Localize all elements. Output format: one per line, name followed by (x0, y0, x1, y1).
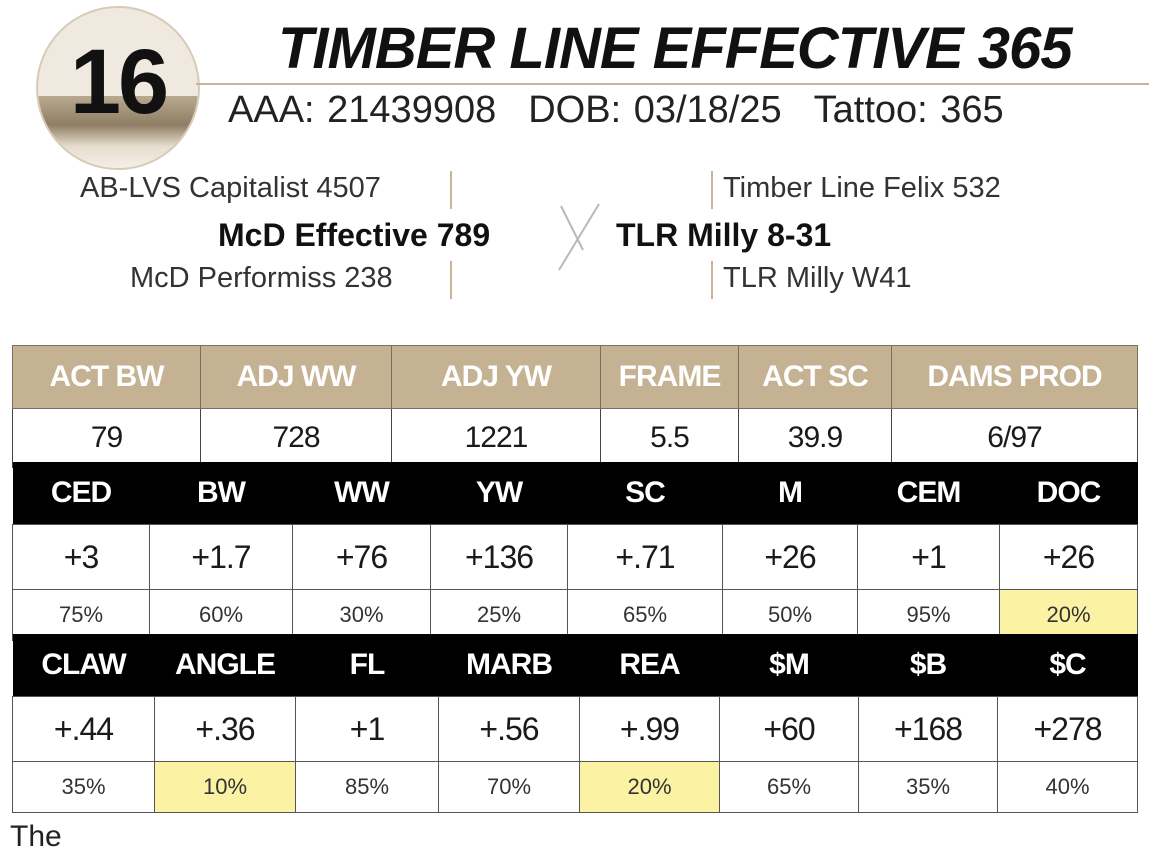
epd-header-row: CED BW WW YW SC M CEM DOC (12, 462, 1138, 525)
header-cell: MARB (438, 634, 580, 697)
pedigree-bracket (711, 261, 713, 299)
value-cell: +1 (295, 696, 439, 762)
value-cell: +.71 (567, 524, 723, 590)
epd-table-2: CLAW ANGLE FL MARB REA $M $B $C +.44 +.3… (12, 634, 1138, 813)
value-cell: +136 (430, 524, 568, 590)
header-cell: ANGLE (154, 634, 296, 697)
header-cell: WW (292, 462, 431, 525)
header-cell: $B (858, 634, 998, 697)
epd-percentile-row: 35% 10% 85% 70% 20% 65% 35% 40% (12, 761, 1138, 813)
tattoo: Tattoo: 365 (813, 89, 1004, 131)
percentile-cell-highlighted: 10% (154, 761, 296, 813)
epd-value-row: +3 +1.7 +76 +136 +.71 +26 +1 +26 (12, 524, 1138, 590)
value-cell: +60 (719, 696, 859, 762)
percentile-cell: 70% (438, 761, 580, 813)
percentile-cell: 25% (430, 589, 568, 641)
header-cell: SC (567, 462, 723, 525)
animal-name: TIMBER LINE EFFECTIVE 365 (278, 16, 1073, 81)
header-cell: YW (430, 462, 568, 525)
actuals-table: ACT BW ADJ WW ADJ YW FRAME ACT SC DAMS P… (12, 345, 1138, 468)
epd-value-row: +.44 +.36 +1 +.56 +.99 +60 +168 +278 (12, 696, 1138, 762)
badge-landscape-photo (38, 96, 198, 168)
value-cell: +3 (12, 524, 150, 590)
header-cell: CED (12, 462, 150, 525)
value-cell: +.56 (438, 696, 580, 762)
value-cell: 6/97 (891, 408, 1138, 468)
value-cell: +1 (857, 524, 1000, 590)
dam-sire: Timber Line Felix 532 (723, 172, 1001, 204)
percentile-cell: 75% (12, 589, 150, 641)
header-cell: $M (719, 634, 859, 697)
value-cell: 39.9 (738, 408, 892, 468)
header-cell: CEM (857, 462, 1000, 525)
header-cell: DOC (999, 462, 1138, 525)
value-cell: 1221 (391, 408, 601, 468)
percentile-cell: 65% (567, 589, 723, 641)
animal-identifiers: AAA: 21439908 DOB: 03/18/25 Tattoo: 365 (228, 89, 1004, 132)
epd-table-1: CED BW WW YW SC M CEM DOC +3 +1.7 +76 +1… (12, 462, 1138, 641)
value-cell: 5.5 (600, 408, 739, 468)
dam: TLR Milly 8-31 (616, 217, 832, 253)
epd-header-row: CLAW ANGLE FL MARB REA $M $B $C (12, 634, 1138, 697)
title-divider (196, 83, 1149, 85)
header-cell: FRAME (600, 345, 739, 409)
percentile-cell: 35% (858, 761, 998, 813)
pedigree-bracket (450, 261, 452, 299)
value-cell: +1.7 (149, 524, 293, 590)
percentile-cell: 95% (857, 589, 1000, 641)
lot-number: 16 (69, 31, 169, 133)
actuals-value-row: 79 728 1221 5.5 39.9 6/97 (12, 408, 1138, 468)
header-cell: ACT SC (738, 345, 892, 409)
lot-number-badge: 16 (36, 6, 200, 170)
percentile-cell: 85% (295, 761, 439, 813)
header-cell: ADJ YW (391, 345, 601, 409)
value-cell: +.99 (579, 696, 720, 762)
percentile-cell: 50% (722, 589, 858, 641)
pedigree-bracket (711, 171, 713, 209)
value-cell: +278 (997, 696, 1138, 762)
percentile-cell: 30% (292, 589, 431, 641)
value-cell: 79 (12, 408, 201, 468)
percentile-cell: 35% (12, 761, 155, 813)
sire: McD Effective 789 (218, 217, 491, 253)
value-cell: +168 (858, 696, 998, 762)
sire-dam: McD Performiss 238 (130, 262, 393, 294)
aaa-number: AAA: 21439908 (228, 89, 497, 131)
footer-text-fragment: The (10, 820, 62, 853)
header-cell: M (722, 462, 858, 525)
birth-date: DOB: 03/18/25 (528, 89, 782, 131)
epd-percentile-row: 75% 60% 30% 25% 65% 50% 95% 20% (12, 589, 1138, 641)
percentile-cell: 60% (149, 589, 293, 641)
header-cell: $C (997, 634, 1138, 697)
header-cell: ADJ WW (200, 345, 392, 409)
value-cell: +76 (292, 524, 431, 590)
header-cell: CLAW (12, 634, 155, 697)
percentile-cell-highlighted: 20% (999, 589, 1138, 641)
pedigree-bracket (450, 171, 452, 209)
value-cell: +.36 (154, 696, 296, 762)
actuals-header-row: ACT BW ADJ WW ADJ YW FRAME ACT SC DAMS P… (12, 345, 1138, 409)
header-cell: FL (295, 634, 439, 697)
sire-sire: AB-LVS Capitalist 4507 (80, 172, 381, 204)
cross-mark-icon (558, 203, 600, 271)
percentile-cell-highlighted: 20% (579, 761, 720, 813)
percentile-cell: 40% (997, 761, 1138, 813)
value-cell: +26 (722, 524, 858, 590)
header-cell: REA (579, 634, 720, 697)
header-cell: BW (149, 462, 293, 525)
dam-dam: TLR Milly W41 (723, 262, 912, 294)
header-cell: ACT BW (12, 345, 201, 409)
value-cell: +.44 (12, 696, 155, 762)
header-cell: DAMS PROD (891, 345, 1138, 409)
percentile-cell: 65% (719, 761, 859, 813)
value-cell: 728 (200, 408, 392, 468)
value-cell: +26 (999, 524, 1138, 590)
